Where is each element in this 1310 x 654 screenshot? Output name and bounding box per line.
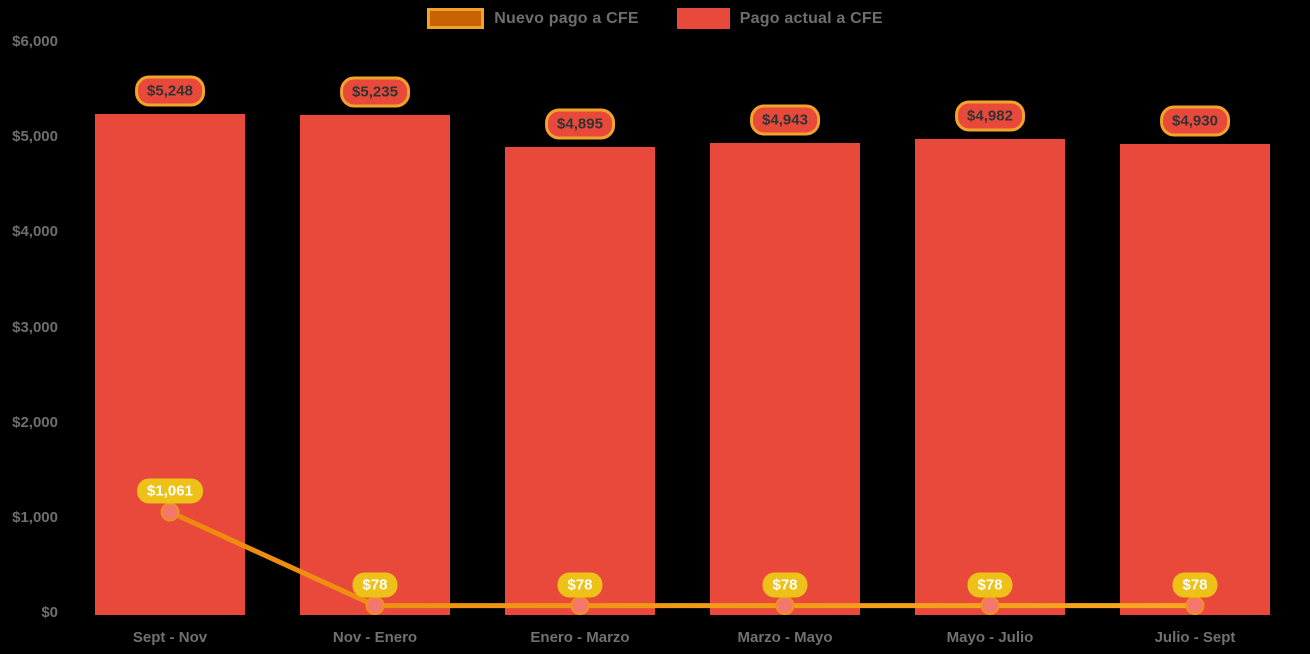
bar-pago-actual[interactable]	[710, 142, 860, 615]
legend-item-pago-actual[interactable]: Pago actual a CFE	[676, 8, 883, 29]
bar-value-label: $4,895	[545, 108, 615, 140]
x-axis-label: Sept - Nov	[132, 629, 208, 646]
y-axis-label: $4,000	[12, 223, 58, 241]
bar-value-label: $4,982	[955, 100, 1025, 132]
legend-swatch-pago-actual	[676, 8, 730, 29]
x-axis-label: Marzo - Mayo	[737, 629, 833, 646]
bar-value-label: $4,943	[750, 104, 820, 136]
bar-pago-actual[interactable]	[95, 113, 245, 615]
bar-pago-actual[interactable]	[915, 138, 1065, 615]
legend-item-nuevo-pago[interactable]: Nuevo pago a CFE	[427, 8, 639, 29]
x-axis-label: Enero - Marzo	[530, 629, 630, 646]
line-value-label: $78	[557, 572, 603, 598]
bar-pago-actual[interactable]	[300, 114, 450, 615]
legend-label-nuevo-pago: Nuevo pago a CFE	[494, 9, 639, 27]
bar-pago-actual[interactable]	[1120, 143, 1270, 615]
line-value-label: $1,061	[137, 478, 203, 504]
line-point[interactable]	[160, 502, 180, 522]
line-point[interactable]	[365, 596, 385, 616]
line-value-label: $78	[967, 572, 1013, 598]
y-axis-label: $3,000	[12, 318, 58, 336]
line-point[interactable]	[980, 596, 1000, 616]
line-point[interactable]	[1185, 596, 1205, 616]
line-value-label: $78	[1172, 572, 1218, 598]
line-value-label: $78	[762, 572, 808, 598]
bar-pago-actual[interactable]	[505, 147, 655, 615]
bar-value-label: $5,248	[135, 75, 205, 107]
y-axis-label: $0	[41, 604, 58, 621]
legend-label-pago-actual: Pago actual a CFE	[739, 9, 883, 27]
line-point[interactable]	[775, 596, 795, 616]
bar-value-label: $4,930	[1160, 105, 1230, 137]
legend: Nuevo pago a CFE Pago actual a CFE	[0, 8, 1310, 29]
y-axis-label: $1,000	[12, 508, 58, 526]
y-axis-label: $5,000	[12, 128, 58, 146]
line-point[interactable]	[570, 596, 590, 616]
x-axis-label: Julio - Sept	[1154, 629, 1236, 646]
legend-swatch-nuevo-pago	[427, 8, 485, 29]
y-axis-label: $6,000	[12, 33, 58, 50]
x-axis-label: Mayo - Julio	[946, 629, 1034, 646]
x-axis-label: Nov - Enero	[332, 629, 418, 646]
line-value-label: $78	[352, 572, 398, 598]
bar-value-label: $5,235	[340, 76, 410, 108]
y-axis-label: $2,000	[12, 413, 58, 431]
